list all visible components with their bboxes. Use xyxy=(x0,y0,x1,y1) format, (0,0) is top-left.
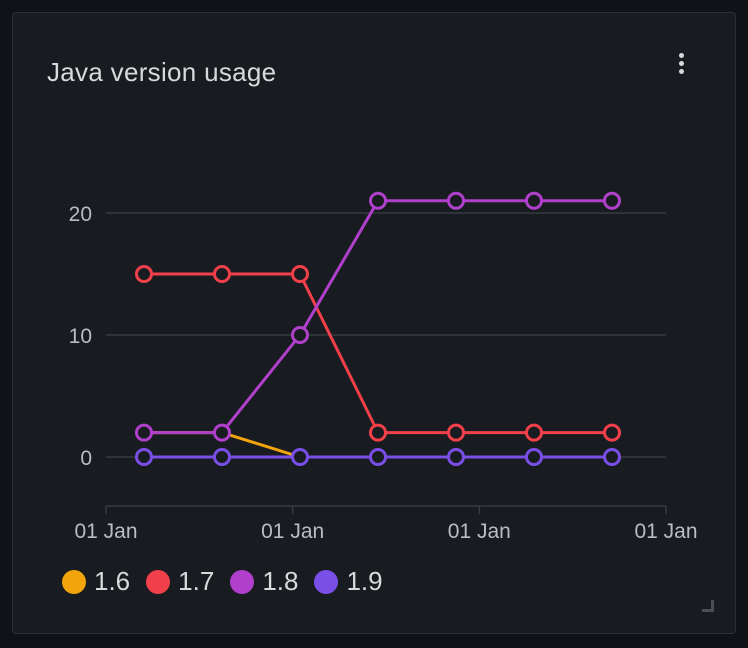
panel-title: Java version usage xyxy=(47,57,277,87)
data-point-1-7 xyxy=(603,423,621,442)
series-line-1-8 xyxy=(144,199,612,435)
chart-legend: 1.6 1.7 1.8 1.9 xyxy=(62,566,399,597)
data-point-1-7 xyxy=(291,265,309,283)
vertical-ellipsis-icon[interactable] xyxy=(675,51,687,79)
legend-swatch xyxy=(230,569,255,594)
data-point-1-8 xyxy=(369,191,387,210)
legend-swatch xyxy=(146,569,171,594)
legend-swatch xyxy=(62,569,86,594)
resize-corner-icon[interactable] xyxy=(702,600,714,612)
x-tick-label: 01 Jan xyxy=(74,520,137,543)
legend-label: 1.8 xyxy=(262,566,299,596)
data-point-1-7 xyxy=(135,265,153,283)
x-tick-label: 01 Jan xyxy=(448,520,511,543)
legend-label: 1.6 xyxy=(94,566,131,596)
legend-item-1-9[interactable]: 1.9 xyxy=(314,566,383,597)
legend-item-1-6[interactable]: 1.6 xyxy=(62,566,130,597)
legend-item-1-7[interactable]: 1.7 xyxy=(146,566,214,597)
x-tick-label: 01 Jan xyxy=(261,520,324,543)
data-point-1-8 xyxy=(213,423,231,442)
data-point-1-9 xyxy=(525,448,543,466)
x-tick-label: 01 Jan xyxy=(634,520,697,543)
legend-item-1-8[interactable]: 1.8 xyxy=(230,566,298,597)
data-point-1-7 xyxy=(447,423,465,442)
data-point-1-9 xyxy=(603,448,621,466)
y-tick-label: 10 xyxy=(69,325,92,348)
legend-swatch xyxy=(314,569,339,594)
data-point-1-7 xyxy=(525,423,543,442)
data-point-1-8 xyxy=(603,191,621,210)
data-point-1-8 xyxy=(447,191,465,210)
y-tick-label: 20 xyxy=(69,203,92,226)
data-point-1-9 xyxy=(135,448,153,466)
legend-label: 1.9 xyxy=(346,566,383,596)
chart-panel: Java version usage xyxy=(12,12,736,634)
y-tick-label: 0 xyxy=(80,447,92,470)
data-point-1-8 xyxy=(525,191,543,210)
data-point-1-7 xyxy=(369,423,387,442)
data-point-1-9 xyxy=(369,448,387,466)
data-point-1-8 xyxy=(135,423,153,442)
legend-label: 1.7 xyxy=(178,566,215,596)
series-line-1-7 xyxy=(144,272,612,435)
data-point-1-9 xyxy=(291,448,309,466)
data-point-1-7 xyxy=(213,265,231,283)
data-point-1-9 xyxy=(213,448,231,466)
data-point-1-8 xyxy=(291,326,309,344)
data-point-1-9 xyxy=(447,448,465,466)
